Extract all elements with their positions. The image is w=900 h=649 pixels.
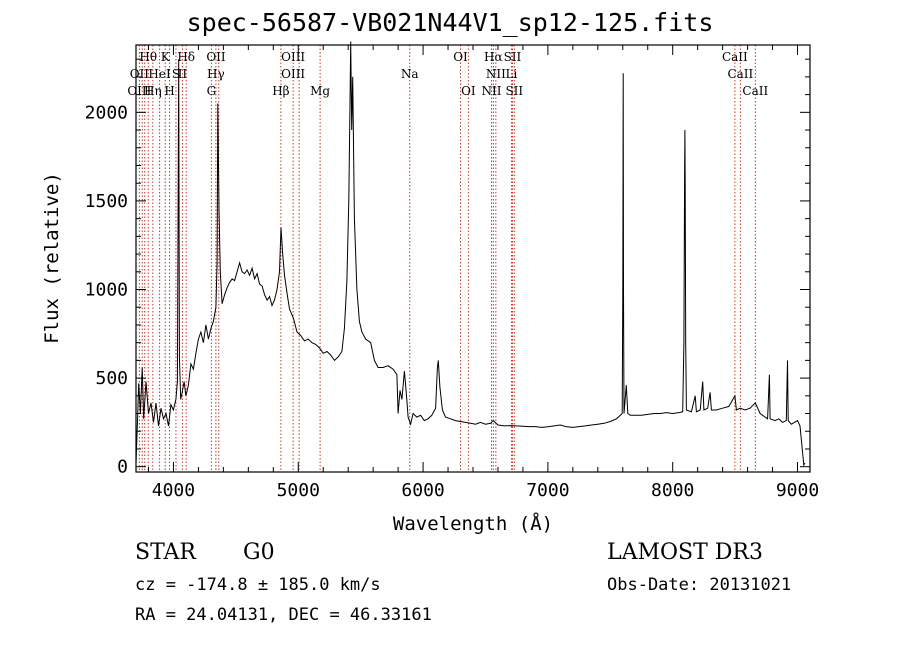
line-label: SII [505,84,523,98]
plot-frame [135,44,811,473]
line-label: CaII [722,50,748,64]
line-label: OII [130,67,150,81]
line-label: OIII [281,67,305,81]
redshift-text: cz = -174.8 ± 185.0 km/s [135,575,381,595]
line-label: CaII [742,84,768,98]
line-label: H [164,84,174,98]
line-label: K [161,50,171,64]
y-tick-label: 1000 [85,280,128,301]
line-label: Hη [144,84,162,98]
line-label: OII [206,50,226,64]
line-label: G [207,84,217,98]
chart-title: spec-56587-VB021N44V1_sp12-125.fits [186,8,714,37]
x-tick-label: 9000 [776,480,819,501]
line-label: NII [486,67,506,81]
line-label: NII [481,84,501,98]
obs-date: Obs-Date: 20131021 [607,575,792,595]
line-label: OI [453,50,468,64]
line-label: Hγ [207,67,225,81]
y-axis-label: Flux (relative) [41,172,63,344]
line-label: Hβ [272,84,289,98]
coordinates: RA = 24.04131, DEC = 46.33161 [135,605,432,625]
x-tick-label: 4000 [152,480,195,501]
line-label: OI [461,84,476,98]
x-tick-label: 6000 [401,480,444,501]
x-tick-label: 5000 [277,480,320,501]
line-label: Na [401,67,419,81]
object-class: STAR [135,540,196,565]
y-tick-label: 1500 [85,191,128,212]
y-tick-label: 2000 [85,102,128,123]
y-tick-label: 0 [117,457,128,478]
line-label: Hδ [177,50,195,64]
x-tick-label: 8000 [651,480,694,501]
y-axis: 0 500 1000 1500 2000 [85,58,810,478]
y-tick-label: 500 [95,368,128,389]
line-label: Hθ [139,50,157,64]
survey-name: LAMOST DR3 [607,540,763,565]
line-label: S [172,67,180,81]
line-label: Mg [310,84,330,98]
line-label: CaII [727,67,753,81]
subclass: G0 [243,540,275,565]
line-label: SII [504,50,522,64]
line-label: OIII [281,50,305,64]
x-axis: 4000 5000 6000 7000 8000 9000 [147,45,819,501]
x-tick-label: 7000 [526,480,569,501]
line-label: Li [506,67,518,81]
line-markers [138,45,756,472]
line-label: OIII [127,84,151,98]
line-label: Hα [484,50,503,64]
line-label: HeI [148,67,171,81]
spectrum-line [135,41,806,467]
x-axis-label: Wavelength (Å) [393,512,553,535]
line-label: II [178,67,188,81]
